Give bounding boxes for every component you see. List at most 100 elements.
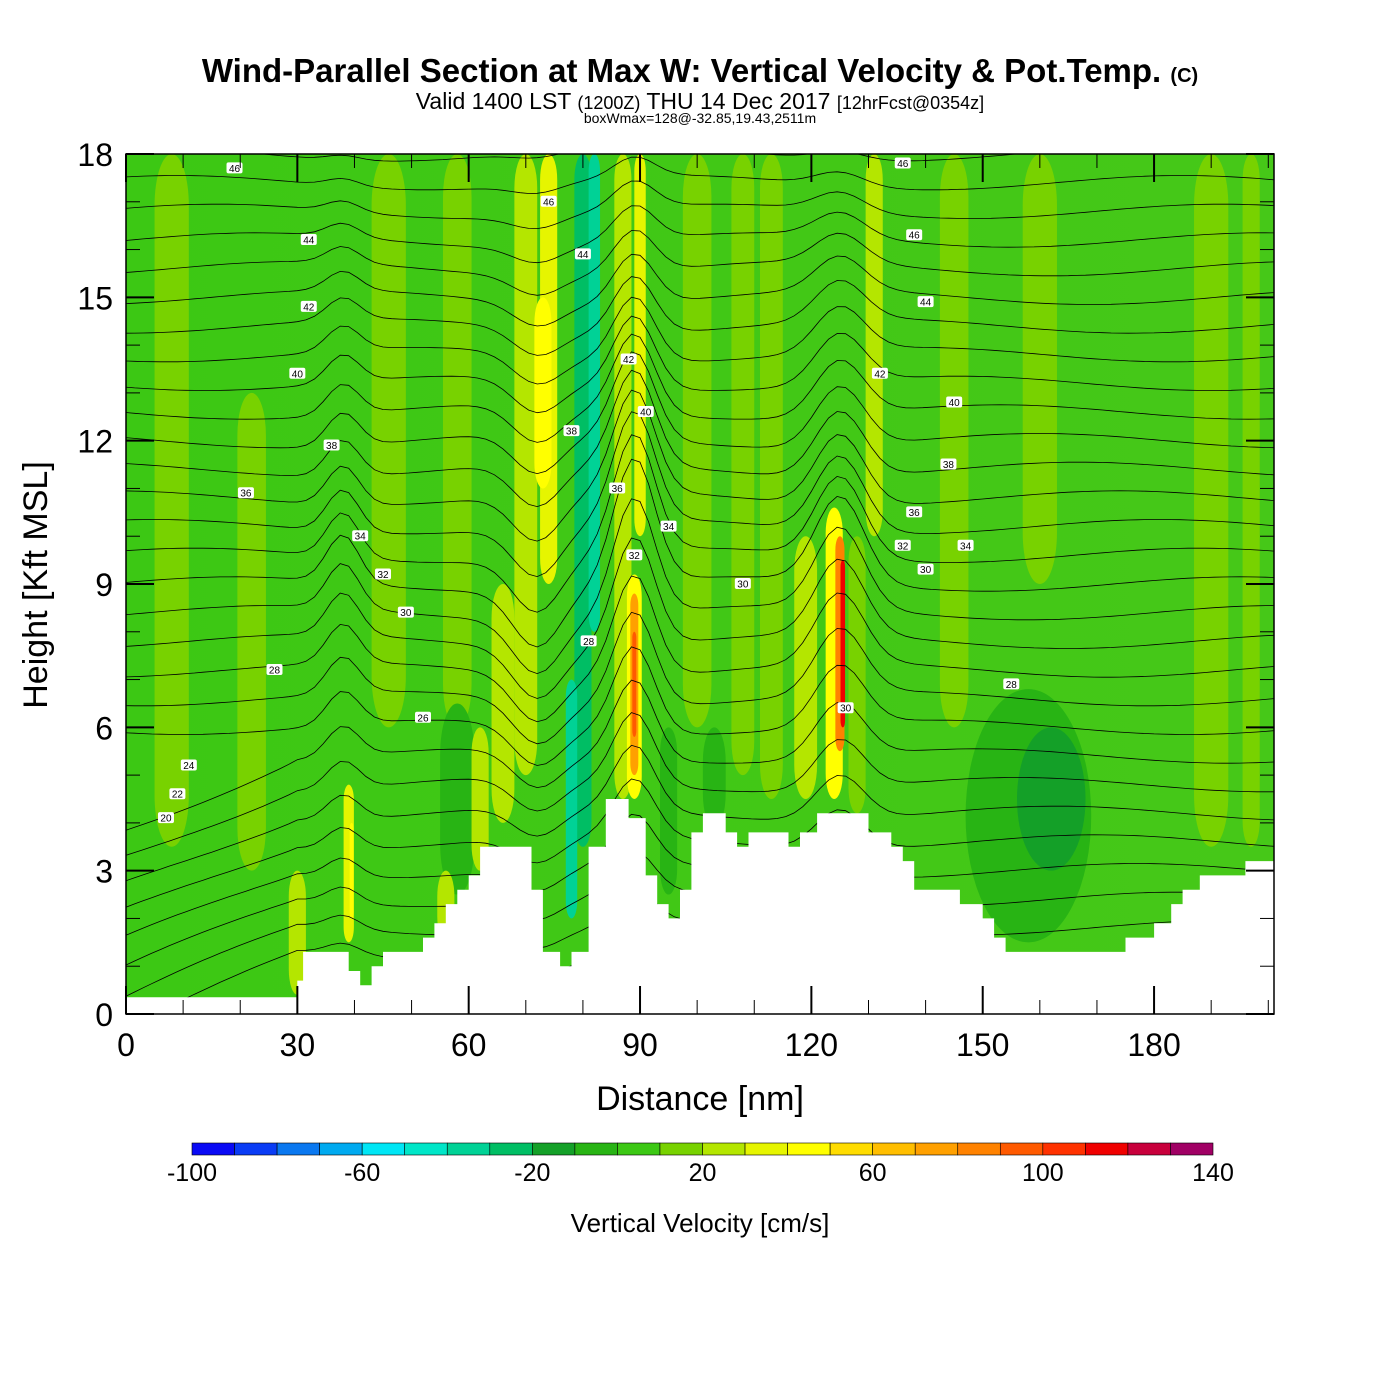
colorbar-swatch [489, 1142, 533, 1156]
theta-label: 40 [946, 396, 963, 409]
theta-label: 36 [906, 506, 923, 519]
theta-label-text: 20 [160, 814, 172, 825]
theta-label-text: 30 [920, 565, 932, 576]
colorbar-label: -60 [344, 1159, 380, 1187]
colorbar-swatch [1085, 1142, 1129, 1156]
theta-label: 44 [917, 296, 934, 309]
velocity-streak [574, 154, 592, 847]
velocity-streak [588, 154, 601, 632]
theta-label: 38 [323, 439, 340, 452]
theta-contour [126, 575, 1274, 723]
colorbar-label: 100 [1022, 1159, 1064, 1187]
x-tick-label: 0 [117, 1027, 135, 1063]
theta-label-text: 30 [840, 704, 852, 715]
y-tick-label: 3 [95, 854, 113, 890]
velocity-streak [237, 392, 266, 871]
theta-label-text: 32 [897, 541, 909, 552]
y-tick-label: 15 [77, 280, 113, 316]
velocity-streak [840, 560, 846, 728]
theta-label-text: 26 [417, 713, 429, 724]
theta-label-text: 28 [269, 666, 281, 677]
colorbar-swatch [191, 1142, 235, 1156]
colorbar-swatch [234, 1142, 278, 1156]
colorbar-swatch [957, 1142, 1001, 1156]
colorbar [191, 1142, 1214, 1156]
theta-label-text: 40 [949, 398, 961, 409]
theta-label-text: 44 [303, 236, 315, 247]
theta-label: 42 [620, 353, 637, 366]
theta-label: 32 [894, 539, 911, 552]
theta-contour [126, 646, 1274, 766]
velocity-streak [660, 727, 678, 895]
theta-contour [126, 498, 1274, 675]
colorbar-label: 140 [1192, 1159, 1234, 1187]
theta-label: 44 [300, 234, 317, 247]
theta-label-text: 30 [400, 608, 412, 619]
theta-label-text: 46 [897, 159, 909, 170]
theta-label: 28 [580, 635, 597, 648]
theta-label-text: 30 [737, 580, 749, 591]
theta-contour-labels: 46 44 42 40 38 36 34 32 30 28 26 24 22 20 46 44 42 40 38 36… [157, 157, 1020, 825]
theta-label: 28 [1003, 678, 1020, 691]
y-tick-label: 0 [95, 997, 113, 1033]
velocity-streak [848, 536, 866, 814]
x-tick-label: 60 [451, 1027, 487, 1063]
axis-ticks [125, 153, 1274, 1015]
y-tick-labels: 0 3 6 9 12 15 18 [77, 137, 113, 1033]
theta-contour [258, 154, 1274, 162]
velocity-streak [632, 631, 637, 737]
theta-label-text: 42 [623, 355, 635, 366]
colorbar-swatch [1127, 1142, 1171, 1156]
velocity-streak [442, 154, 472, 728]
velocity-streak [1022, 154, 1057, 584]
theta-label: 32 [375, 568, 392, 581]
colorbar-swatch [319, 1142, 363, 1156]
x-tick-label: 30 [280, 1027, 316, 1063]
theta-contour [126, 351, 1274, 475]
theta-label: 30 [917, 563, 934, 576]
colorbar-swatch [1042, 1142, 1086, 1156]
velocity-streak [440, 703, 475, 895]
chart-subtitle: Valid 1400 LST (1200Z) THU 14 Dec 2017 [… [415, 88, 985, 114]
theta-label-text: 24 [183, 761, 195, 772]
theta-label-text: 40 [640, 408, 652, 419]
colorbar-swatch [532, 1142, 576, 1156]
theta-label-text: 34 [355, 532, 367, 543]
theta-contour [126, 611, 1274, 745]
theta-label-text: 46 [909, 231, 921, 242]
x-tick-label: 180 [1127, 1027, 1180, 1063]
velocity-streak [288, 870, 306, 995]
theta-label: 30 [837, 702, 854, 715]
velocity-streak [702, 727, 726, 828]
theta-label: 42 [300, 300, 317, 313]
colorbar-swatch [702, 1142, 746, 1156]
colorbar-label: -100 [167, 1159, 217, 1187]
velocity-streak [1016, 727, 1086, 871]
velocity-streak [682, 154, 712, 728]
theta-contour [126, 389, 1274, 542]
colorbar-title: Vertical Velocity [cm/s] [571, 1208, 830, 1238]
colorbar-swatch [659, 1142, 703, 1156]
theta-label-text: 36 [240, 489, 252, 500]
theta-label-text: 38 [326, 441, 338, 452]
theta-label: 40 [289, 367, 306, 380]
terrain-mask [126, 799, 1274, 1015]
theta-label-text: 22 [172, 790, 184, 801]
colorbar-swatch [744, 1142, 788, 1156]
theta-contour [126, 712, 1274, 856]
theta-label: 22 [169, 788, 186, 801]
theta-label-text: 28 [583, 637, 595, 648]
theta-label: 20 [157, 812, 174, 825]
colorbar-swatch [872, 1142, 916, 1156]
velocity-streak [1242, 154, 1260, 847]
velocity-streak [491, 584, 515, 823]
colorbar-swatch [574, 1142, 618, 1156]
theta-label-text: 32 [629, 551, 641, 562]
theta-label: 32 [626, 549, 643, 562]
theta-label-text: 38 [566, 427, 578, 438]
theta-label-text: 34 [663, 522, 675, 533]
theta-label: 38 [940, 458, 957, 471]
velocity-streak [731, 154, 755, 776]
theta-label-text: 46 [543, 197, 555, 208]
